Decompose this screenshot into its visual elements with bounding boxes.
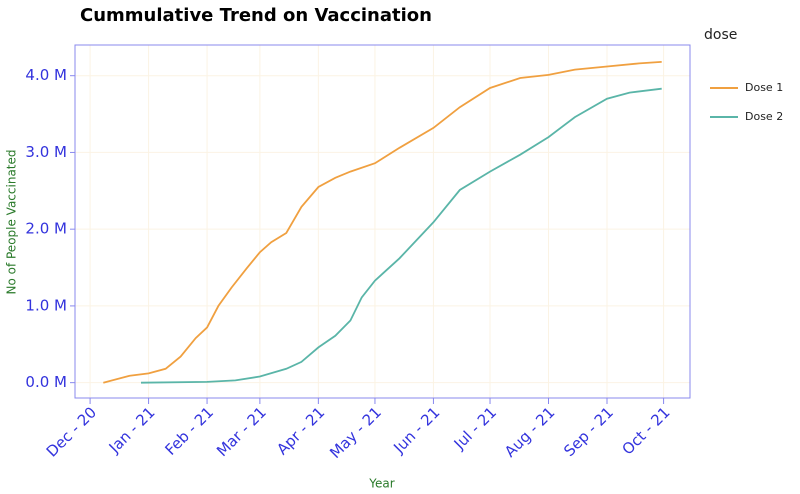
x-tick-label: Feb - 21 — [161, 403, 217, 459]
x-tick-label: Mar - 21 — [213, 403, 270, 460]
legend-label: Dose 1 — [745, 81, 783, 94]
x-tick-label: Dec - 20 — [43, 403, 100, 460]
legend-title: dose — [704, 27, 737, 43]
x-tick-label: Aug - 21 — [501, 403, 559, 461]
y-axis-label: No of People Vaccinated — [5, 149, 19, 294]
x-tick-label: Apr - 21 — [273, 403, 328, 458]
y-tick-label: 2.0 M — [25, 220, 67, 238]
legend-label: Dose 2 — [745, 110, 783, 123]
y-tick-label: 1.0 M — [25, 296, 67, 314]
line-series — [140, 87, 662, 384]
chart-title: Cummulative Trend on Vaccination — [80, 5, 432, 26]
x-tick-label: Sep - 21 — [560, 403, 617, 460]
x-tick-label: Jul - 21 — [450, 403, 500, 453]
y-tick-label: 4.0 M — [25, 66, 67, 84]
x-axis-label: Year — [368, 477, 394, 491]
y-tick-label: 0.0 M — [25, 373, 67, 391]
x-tick-label: May - 21 — [326, 403, 385, 462]
line-series — [103, 61, 662, 384]
x-tick-label: Oct - 21 — [618, 403, 673, 458]
y-tick-label: 3.0 M — [25, 143, 67, 161]
x-tick-label: Jun - 21 — [389, 403, 443, 457]
x-tick-label: Jan - 21 — [105, 403, 159, 457]
plot-border — [74, 44, 691, 399]
